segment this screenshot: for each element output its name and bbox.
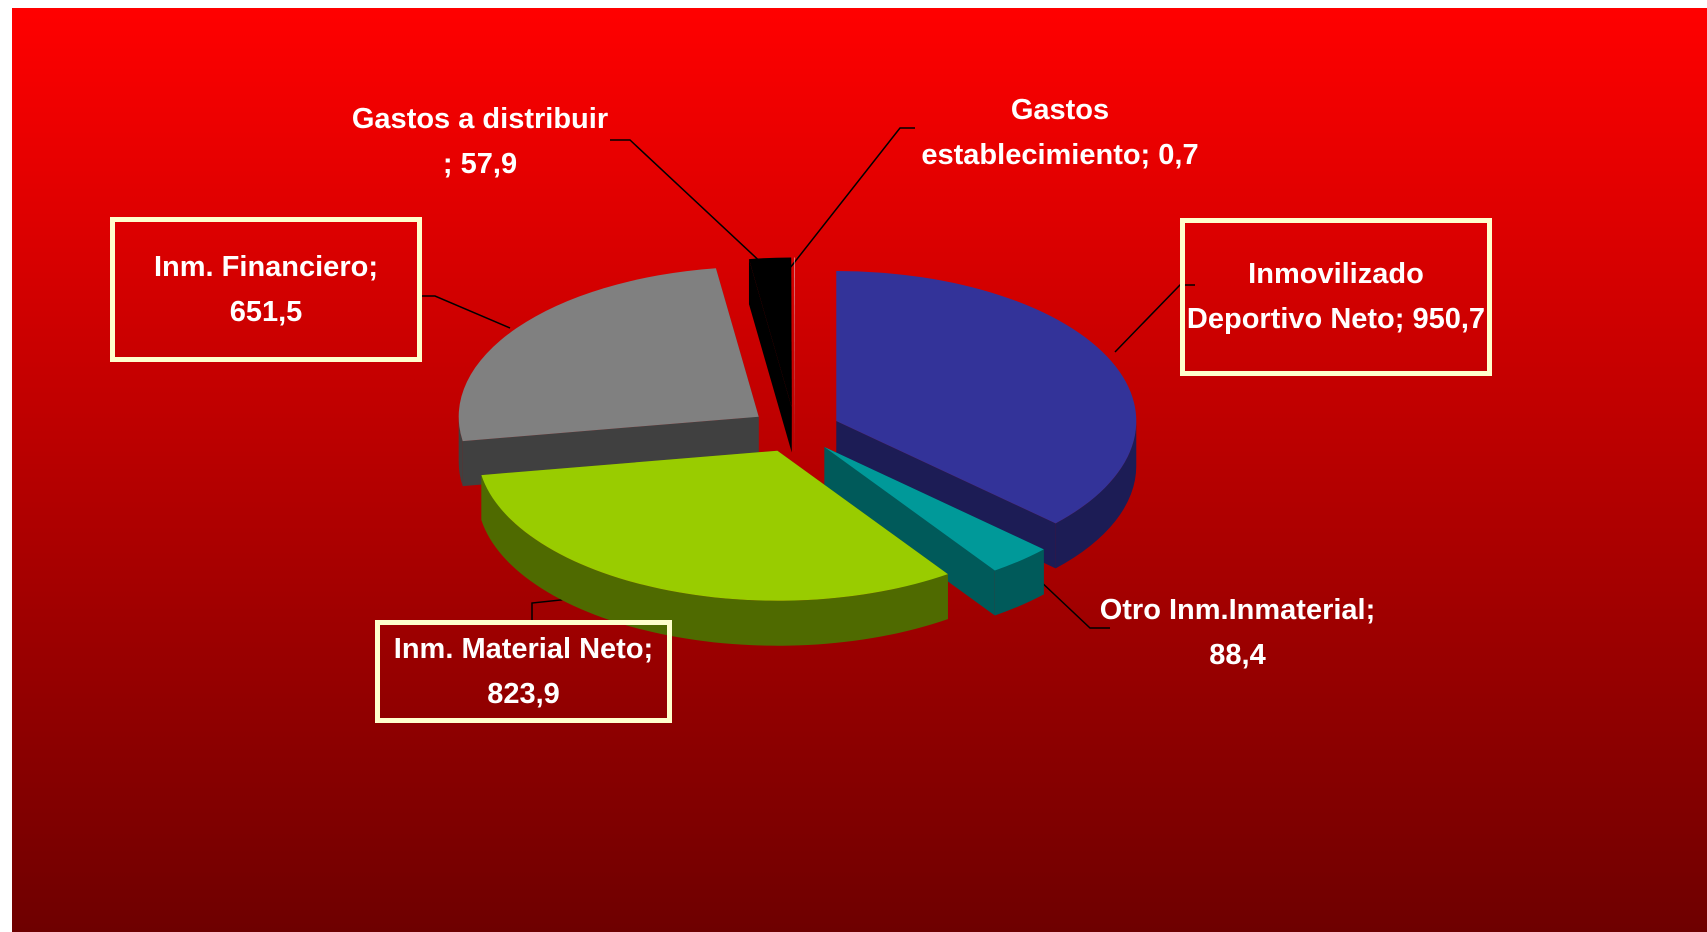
leader-line [789,127,915,269]
slice [794,257,795,453]
slice [481,450,948,646]
category-label: Inmovilizado Deportivo Neto; [1186,258,1424,335]
slice-wall [462,416,759,487]
data-label-text: Gastos establecimiento; 0,7 [905,88,1215,178]
slice-wall [824,447,995,616]
slice-wall [794,257,795,453]
slice-top [481,450,948,601]
slice-side [1055,421,1137,569]
category-label: Otro Inm.Inmaterial; [1099,593,1376,626]
data-label: Inmovilizado Deportivo Neto; 950,7 [1180,218,1492,376]
category-label: Gastos a distribuir ; [351,103,609,180]
slice-top [748,257,792,408]
slice-wall [748,259,792,453]
leader-line [420,295,511,329]
data-label: Gastos a distribuir ; 57,9 [345,97,615,187]
category-label: Inm. Material Neto; [393,632,654,665]
value-label: 823,9 [487,677,560,710]
slice [458,268,759,487]
data-label: Inm. Material Neto; 823,9 [375,620,672,723]
data-label-text: Inmovilizado Deportivo Neto; 950,7 [1185,252,1487,342]
slice [824,447,1044,616]
data-label: Gastos establecimiento; 0,7 [905,65,1215,200]
data-label-text: Gastos a distribuir ; 57,9 [345,97,615,187]
category-label: Inm. Financiero; [154,250,378,283]
slice-side [458,416,463,487]
data-label: Otro Inm.Inmaterial; 88,4 [1095,565,1380,700]
slice-top [836,271,1137,524]
slice-top [458,268,759,442]
data-label: Inm. Financiero; 651,5 [110,217,422,362]
slice-side [481,475,948,646]
value-label: 0,7 [1158,138,1199,171]
slice [748,257,792,453]
value-label: 950,7 [1412,303,1486,335]
slice-side [994,549,1044,616]
value-label: 88,4 [1209,638,1266,671]
slice-top [824,447,1044,571]
slice-top [794,257,795,408]
value-label: 651,5 [229,295,303,328]
data-label-text: Inm. Financiero; 651,5 [115,245,417,335]
leader-line [610,139,768,269]
category-label: Gastos establecimiento; [921,93,1151,171]
data-label-text: Otro Inm.Inmaterial; 88,4 [1095,588,1380,678]
data-label-text: Inm. Material Neto; 823,9 [380,627,667,717]
value-label: 57,9 [460,148,518,180]
